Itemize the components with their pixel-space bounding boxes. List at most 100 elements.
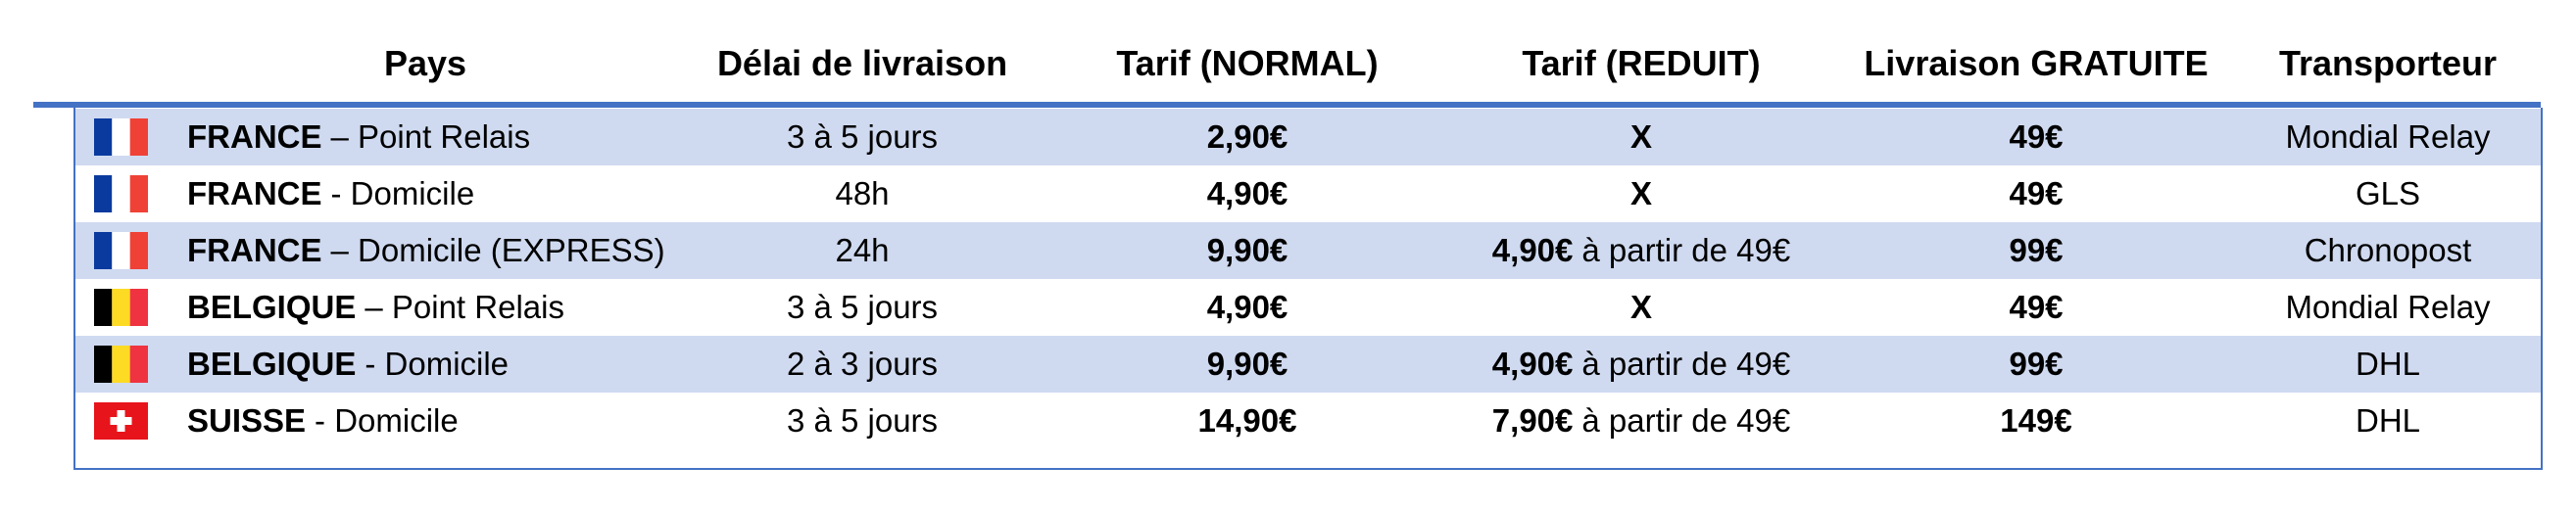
country-name: FRANCE bbox=[187, 232, 322, 268]
flag bbox=[94, 289, 148, 326]
reduced-note: à partir de 49€ bbox=[1581, 232, 1791, 268]
delay-cell: 2 à 3 jours bbox=[787, 346, 938, 383]
reduced-rate-cell: 7,90€ à partir de 49€ bbox=[1492, 402, 1790, 440]
delay-cell: 3 à 5 jours bbox=[787, 289, 938, 326]
free-delivery-cell: 99€ bbox=[2009, 346, 2063, 383]
reduced-price: 7,90€ bbox=[1491, 402, 1574, 439]
table-row: FRANCE – Domicile (EXPRESS) 24h 9,90€ 4,90€ à… bbox=[75, 222, 2541, 279]
delay-cell: 3 à 5 jours bbox=[787, 118, 938, 156]
normal-rate-cell: 4,90€ bbox=[1207, 175, 1288, 212]
normal-rate-cell: 14,90€ bbox=[1198, 402, 1297, 440]
reduced-price: 4,90€ bbox=[1491, 346, 1574, 382]
reduced-note: à partir de 49€ bbox=[1581, 346, 1791, 382]
header-cell: Délai de livraison bbox=[716, 43, 1008, 83]
normal-rate-cell-text: 14,90€ bbox=[1197, 402, 1297, 439]
table-border bbox=[73, 108, 2543, 470]
country-name: FRANCE bbox=[187, 118, 322, 155]
carrier-cell-text: Chronopost bbox=[2304, 232, 2472, 268]
normal-rate-cell-text: 9,90€ bbox=[1206, 346, 1288, 382]
free-delivery-cell-text: 49€ bbox=[2009, 289, 2064, 325]
carrier-cell-text: Mondial Relay bbox=[2285, 118, 2491, 155]
carrier-cell-text: DHL bbox=[2355, 402, 2421, 439]
delay-cell-text: 3 à 5 jours bbox=[786, 402, 939, 439]
header-cell: Pays bbox=[383, 43, 467, 83]
normal-rate-cell: 9,90€ bbox=[1207, 346, 1288, 383]
free-delivery-cell: 99€ bbox=[2009, 232, 2063, 269]
country-cell: SUISSE - Domicile bbox=[187, 402, 459, 440]
normal-rate-cell-text: 9,90€ bbox=[1206, 232, 1288, 268]
header-cell: Tarif (NORMAL) bbox=[1116, 43, 1379, 83]
free-delivery-cell-text: 149€ bbox=[2000, 402, 2072, 439]
carrier-cell-text: DHL bbox=[2355, 346, 2421, 382]
normal-rate-cell: 9,90€ bbox=[1207, 232, 1288, 269]
table-row: BELGIQUE – Point Relais 3 à 5 jours 4,90€ X 4… bbox=[75, 279, 2541, 336]
country-cell: BELGIQUE – Point Relais bbox=[187, 289, 564, 326]
carrier-cell-text: GLS bbox=[2355, 175, 2421, 211]
reduced-note: à partir de 49€ bbox=[1581, 402, 1791, 439]
reduced-price: X bbox=[1629, 118, 1653, 155]
normal-rate-cell-text: 4,90€ bbox=[1206, 289, 1288, 325]
header-rule bbox=[33, 102, 2541, 108]
reduced-price: 4,90€ bbox=[1491, 232, 1574, 268]
normal-rate-cell: 4,90€ bbox=[1207, 289, 1288, 326]
delay-cell: 24h bbox=[835, 232, 889, 269]
country-name: SUISSE bbox=[187, 402, 307, 439]
carrier-cell: Chronopost bbox=[2305, 232, 2472, 269]
normal-rate-cell-text: 4,90€ bbox=[1206, 175, 1288, 211]
carrier-cell: GLS bbox=[2356, 175, 2420, 212]
free-delivery-cell: 49€ bbox=[2009, 175, 2063, 212]
delay-cell-text: 24h bbox=[835, 232, 890, 268]
delivery-mode: - Domicile bbox=[315, 402, 459, 439]
reduced-rate-cell: X bbox=[1630, 289, 1652, 326]
delivery-mode: - Domicile bbox=[365, 346, 510, 382]
free-delivery-cell: 49€ bbox=[2009, 289, 2063, 326]
flag bbox=[94, 346, 148, 383]
free-delivery-cell-text: 49€ bbox=[2009, 175, 2064, 211]
free-delivery-cell-text: 49€ bbox=[2009, 118, 2064, 155]
free-delivery-cell-text: 99€ bbox=[2009, 232, 2064, 268]
carrier-cell: DHL bbox=[2356, 402, 2420, 440]
reduced-rate-cell: 4,90€ à partir de 49€ bbox=[1492, 232, 1790, 269]
reduced-price: X bbox=[1629, 175, 1653, 211]
delay-cell: 3 à 5 jours bbox=[787, 402, 938, 440]
normal-rate-cell-text: 2,90€ bbox=[1206, 118, 1288, 155]
country-name: BELGIQUE bbox=[187, 346, 357, 382]
country-name: FRANCE bbox=[187, 175, 322, 211]
flag bbox=[94, 118, 148, 156]
delivery-mode: – Point Relais bbox=[330, 118, 531, 155]
header-cell: Livraison GRATUITE bbox=[1864, 43, 2209, 83]
carrier-cell: Mondial Relay bbox=[2285, 118, 2490, 156]
delay-cell-text: 48h bbox=[835, 175, 890, 211]
reduced-rate-cell: X bbox=[1630, 118, 1652, 156]
header-cell: Tarif (REDUIT) bbox=[1522, 43, 1761, 83]
reduced-price: X bbox=[1629, 289, 1653, 325]
country-cell: FRANCE – Domicile (EXPRESS) bbox=[187, 232, 665, 269]
free-delivery-cell: 149€ bbox=[2000, 402, 2071, 440]
country-cell: FRANCE – Point Relais bbox=[187, 118, 530, 156]
flag bbox=[94, 232, 148, 269]
free-delivery-cell-text: 99€ bbox=[2009, 346, 2064, 382]
table-row: FRANCE - Domicile 48h 4,90€ X 49€ GLS bbox=[75, 165, 2541, 222]
flag bbox=[94, 175, 148, 212]
delay-cell-text: 3 à 5 jours bbox=[786, 118, 939, 155]
table-row: SUISSE - Domicile 3 à 5 jours 14,90€ 7,90€ à … bbox=[75, 393, 2541, 449]
delivery-mode: – Domicile (EXPRESS) bbox=[330, 232, 665, 268]
carrier-cell-text: Mondial Relay bbox=[2285, 289, 2491, 325]
delivery-mode: - Domicile bbox=[330, 175, 475, 211]
reduced-rate-cell: 4,90€ à partir de 49€ bbox=[1492, 346, 1790, 383]
delay-cell-text: 3 à 5 jours bbox=[786, 289, 939, 325]
carrier-cell: Mondial Relay bbox=[2285, 289, 2490, 326]
country-cell: BELGIQUE - Domicile bbox=[187, 346, 509, 383]
normal-rate-cell: 2,90€ bbox=[1207, 118, 1288, 156]
free-delivery-cell: 49€ bbox=[2009, 118, 2063, 156]
delay-cell: 48h bbox=[835, 175, 889, 212]
table-row: BELGIQUE - Domicile 2 à 3 jours 9,90€ 4,90€ à… bbox=[75, 336, 2541, 393]
header-cell: Transporteur bbox=[2278, 43, 2498, 83]
reduced-rate-cell: X bbox=[1630, 175, 1652, 212]
country-cell: FRANCE - Domicile bbox=[187, 175, 474, 212]
delay-cell-text: 2 à 3 jours bbox=[786, 346, 939, 382]
flag bbox=[94, 402, 148, 440]
country-name: BELGIQUE bbox=[187, 289, 357, 325]
delivery-mode: – Point Relais bbox=[365, 289, 564, 325]
